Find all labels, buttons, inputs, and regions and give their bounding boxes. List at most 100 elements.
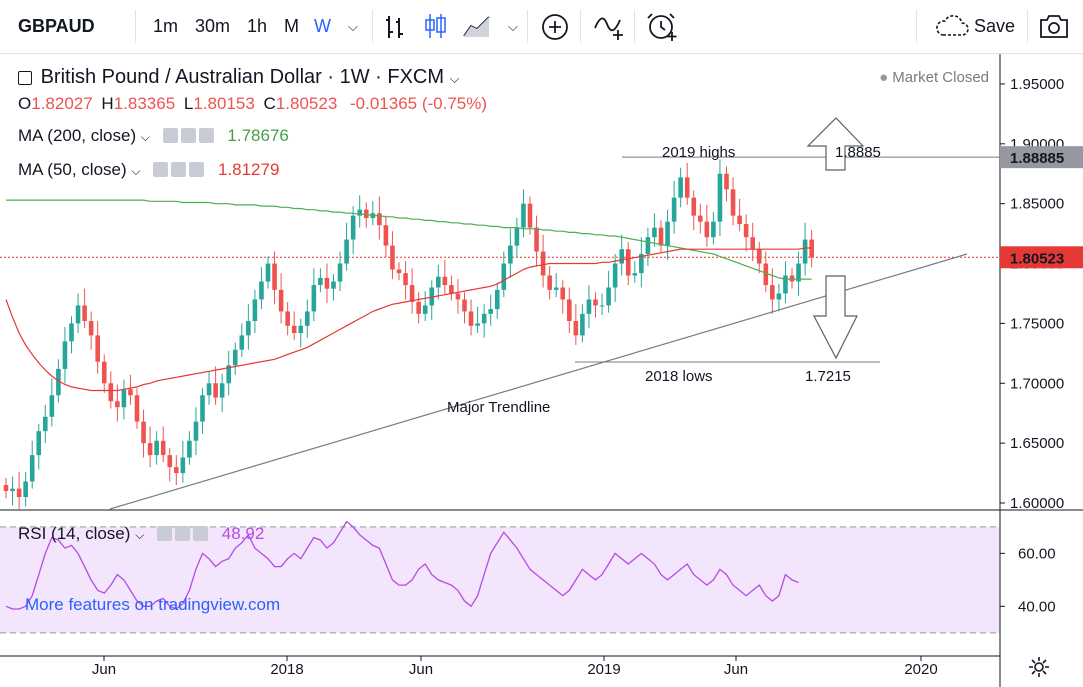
candle-body (593, 299, 598, 306)
candle-body (377, 213, 382, 226)
interval-1h-button[interactable]: 1h (247, 16, 268, 36)
time-tick-label: 2019 (587, 661, 620, 678)
ma50-remove-icon[interactable] (189, 162, 205, 177)
candle-body (141, 421, 146, 444)
chart-legend-title-row: British Pound / Australian Dollar · 1W ·… (18, 66, 459, 89)
candle-body (475, 323, 480, 326)
camera-snapshot-icon[interactable] (1039, 13, 1069, 39)
candle-body (390, 245, 395, 270)
ma200-label: MA (200, close) (18, 126, 137, 145)
candle-body (252, 299, 258, 322)
price-tick-label: 1.85000 (1010, 196, 1064, 213)
price-tick-label: 1.65000 (1010, 435, 1064, 452)
time-tick-label: 2018 (270, 661, 303, 678)
candle-style-icon[interactable] (425, 12, 447, 40)
rsi-tick-label: 40.00 (1018, 598, 1056, 615)
alert-clock-icon[interactable] (646, 10, 680, 42)
ma200-remove-icon[interactable] (198, 128, 214, 143)
symbol-title: British Pound / Australian Dollar · 1W ·… (40, 66, 445, 88)
rsi-remove-icon[interactable] (193, 526, 209, 541)
candle-body (3, 485, 9, 492)
time-tick-label: Jun (724, 661, 748, 678)
candle-body (128, 389, 133, 396)
candle-body (796, 263, 801, 282)
rsi-tick-label: 60.00 (1018, 545, 1056, 562)
toolbar-divider (1027, 10, 1028, 43)
bar-style-icon[interactable] (385, 14, 407, 40)
interval-week-button[interactable]: W (314, 16, 331, 36)
rsi-settings-icon[interactable] (175, 526, 191, 541)
candle-body (180, 457, 186, 474)
candle-body (586, 299, 592, 314)
candle-body (285, 311, 290, 326)
candle-body (429, 287, 435, 306)
price-tick-label: 1.60000 (1010, 495, 1064, 512)
highlight-level-label-bg (1000, 146, 1083, 169)
area-style-icon[interactable] (463, 14, 491, 38)
candle-body (101, 361, 107, 384)
candle-body (691, 197, 697, 216)
candle-body (436, 276, 441, 288)
rsi-visibility-icon[interactable] (157, 526, 173, 541)
current-price-label-bg (1000, 246, 1083, 269)
candle-body (599, 305, 605, 307)
price-chart[interactable]: 1.950001.900001.850001.800001.750001.700… (0, 54, 1083, 687)
rsi-legend-row[interactable]: RSI (14, close) ⌵ 48.92 (18, 524, 264, 544)
rsi-line (5, 520, 799, 610)
candle-body (416, 301, 421, 314)
compare-add-icon[interactable] (540, 12, 570, 42)
close-label: C (263, 94, 276, 113)
candle-body (344, 239, 349, 264)
ma50-visibility-icon[interactable] (153, 162, 169, 177)
symbol-search-button[interactable]: GBPAUD (18, 16, 95, 36)
symbol-dropdown-chevron-icon[interactable]: ⌵ (449, 71, 460, 86)
candle-body (193, 421, 199, 441)
ma200-legend-row[interactable]: MA (200, close) ⌵ 1.78676 (18, 126, 289, 146)
candle-body (776, 293, 782, 300)
candle-body (625, 249, 631, 276)
candle-body (154, 440, 159, 456)
indicators-icon[interactable] (594, 12, 626, 42)
ma200-visibility-icon[interactable] (162, 128, 178, 143)
interval-month-button[interactable]: M (284, 16, 299, 36)
save-button[interactable]: Save (974, 16, 1016, 36)
candle-body (553, 287, 559, 290)
time-tick-label: Jun (92, 661, 116, 678)
candle-body (383, 225, 389, 246)
candle-body (704, 221, 710, 238)
candle-body (645, 237, 651, 254)
toolbar-divider (916, 10, 917, 43)
settings-gear-icon[interactable] (1028, 656, 1050, 678)
candle-body (147, 443, 153, 456)
candle-body (29, 455, 35, 482)
candle-body (62, 341, 68, 369)
ma200-dropdown-chevron-icon[interactable]: ⌵ (140, 130, 150, 144)
candle-body (684, 177, 690, 198)
chart-style-dropdown-chevron-icon[interactable]: ⌵ (508, 19, 518, 34)
candle-body (619, 249, 624, 264)
ma50-dropdown-chevron-icon[interactable]: ⌵ (131, 164, 141, 178)
price-tick-label: 1.70000 (1010, 375, 1064, 392)
rsi-dropdown-chevron-icon[interactable]: ⌵ (135, 528, 145, 542)
candle-body (350, 215, 356, 240)
collapse-legend-icon[interactable] (18, 71, 32, 85)
candle-body (187, 440, 192, 458)
interval-30m-button[interactable]: 30m (195, 16, 231, 36)
interval-dropdown-chevron-icon[interactable]: ⌵ (348, 19, 358, 34)
candle-body (455, 293, 461, 300)
candle-body (481, 313, 487, 324)
tradingview-watermark-link[interactable]: More features on tradingview.com (25, 595, 281, 614)
candle-body (756, 249, 762, 264)
candle-body (318, 277, 323, 286)
ma200-settings-icon[interactable] (180, 128, 196, 143)
candle-body (95, 335, 100, 362)
candle-body (494, 289, 500, 310)
current-price-label: 1.80523 (1010, 250, 1064, 267)
candle-body (724, 173, 729, 190)
candle-body (36, 431, 42, 456)
ma50-settings-icon[interactable] (171, 162, 187, 177)
ma50-legend-row[interactable]: MA (50, close) ⌵ 1.81279 (18, 160, 279, 180)
interval-1m-button[interactable]: 1m (153, 16, 179, 36)
candle-body (75, 305, 81, 324)
cloud-save-icon[interactable] (934, 13, 970, 39)
